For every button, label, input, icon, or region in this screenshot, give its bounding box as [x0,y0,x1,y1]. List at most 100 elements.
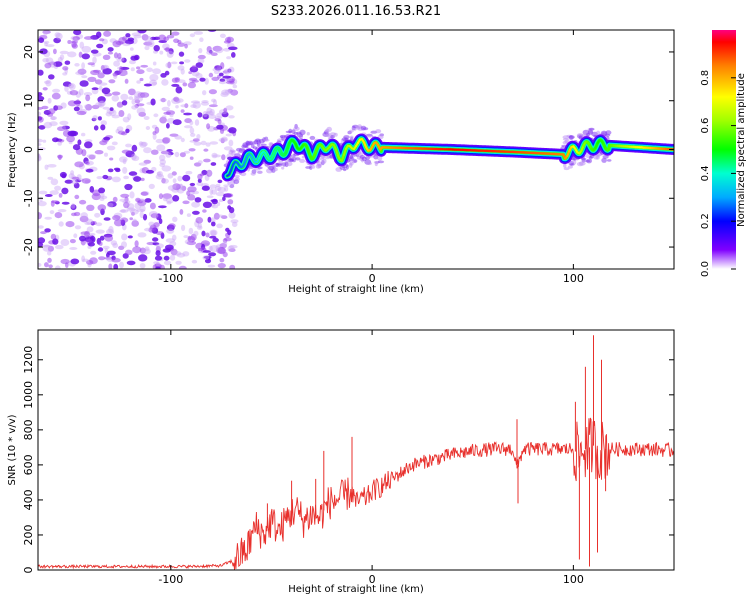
noise-blob [190,104,197,108]
signal-halo [278,159,284,165]
noise-blob [193,162,202,167]
noise-blob [196,134,201,140]
colorbar-label: Normalized spectral amplitude [736,73,747,227]
noise-blob [38,153,41,159]
noise-blob [165,238,176,243]
noise-blob [221,89,231,96]
noise-blob [38,111,42,116]
noise-blob [68,83,76,91]
noise-blob [204,77,209,85]
noise-blob [84,222,91,225]
noise-blob [93,69,101,73]
colorbar-tick-label: 0.2 [700,213,711,229]
noise-blob [88,154,96,160]
noise-blob [213,70,220,75]
noise-blob [147,40,155,48]
noise-blob [87,76,97,82]
noise-blob [99,197,105,201]
noise-blob [57,209,67,213]
noise-blob [94,79,103,85]
noise-blob [155,231,164,236]
noise-blob [143,248,151,255]
noise-blob [197,222,202,229]
noise-blob [144,227,153,232]
noise-blob [159,264,165,269]
noise-blob [70,203,76,209]
noise-blob [138,254,148,262]
signal-halo [316,161,323,167]
noise-blob [223,107,228,113]
noise-blob [120,93,129,101]
noise-blob [178,51,185,57]
noise-blob [140,92,150,98]
noise-blob [38,153,41,161]
noise-blob [71,41,77,48]
noise-blob [189,120,194,126]
noise-blob [209,188,214,196]
signal-halo [563,163,567,168]
noise-blob [74,225,82,230]
noise-blob [98,241,103,246]
signal-halo [322,158,327,164]
noise-blob [159,98,167,103]
noise-blob [215,191,225,197]
noise-blob [163,260,172,266]
noise-blob [156,261,160,267]
noise-blob [222,196,226,202]
noise-blob [47,176,54,180]
noise-blob [121,233,128,241]
noise-blob [50,178,59,186]
signal-halo [273,167,278,172]
noise-blob [75,71,85,76]
noise-blob [69,90,79,96]
noise-blob [71,212,77,217]
noise-blob [189,33,196,38]
noise-blob [188,71,193,75]
noise-blob [134,202,142,210]
noise-blob [60,239,70,246]
noise-blob [70,204,77,211]
noise-blob [118,245,125,250]
noise-blob [111,141,118,146]
noise-blob [107,201,117,208]
noise-blob [211,204,219,209]
noise-blob [81,62,85,70]
noise-blob [172,178,177,184]
noise-blob [182,82,188,87]
noise-blob [175,260,182,265]
noise-blob [137,30,147,34]
noise-blob [81,53,91,60]
signal-halo [605,130,612,135]
noise-blob [165,196,175,204]
noise-blob [111,176,121,183]
noise-blob [54,32,61,38]
snr-xlabel: Height of straight line (km) [288,584,424,595]
noise-blob [202,113,210,120]
noise-blob [203,158,211,163]
noise-blob [136,103,145,107]
noise-blob [179,183,183,191]
noise-blob [189,182,196,187]
noise-blob [99,235,105,241]
noise-blob [165,62,172,68]
noise-blob [163,47,173,51]
noise-blob [206,169,213,177]
noise-blob [66,135,75,143]
noise-blob [208,72,214,78]
noise-blob [223,68,231,75]
noise-blob [169,254,176,261]
noise-blob [156,144,166,152]
signal-halo [605,133,611,137]
noise-blob [207,171,213,176]
noise-blob [130,208,139,215]
noise-blob [161,178,169,184]
noise-blob [167,100,171,107]
noise-blob [81,45,92,53]
noise-blob [185,170,193,175]
noise-blob [134,240,139,248]
signal-halo [240,172,247,177]
noise-blob [139,263,146,269]
noise-blob [124,78,129,84]
noise-blob [55,32,63,40]
noise-blob [232,84,238,89]
